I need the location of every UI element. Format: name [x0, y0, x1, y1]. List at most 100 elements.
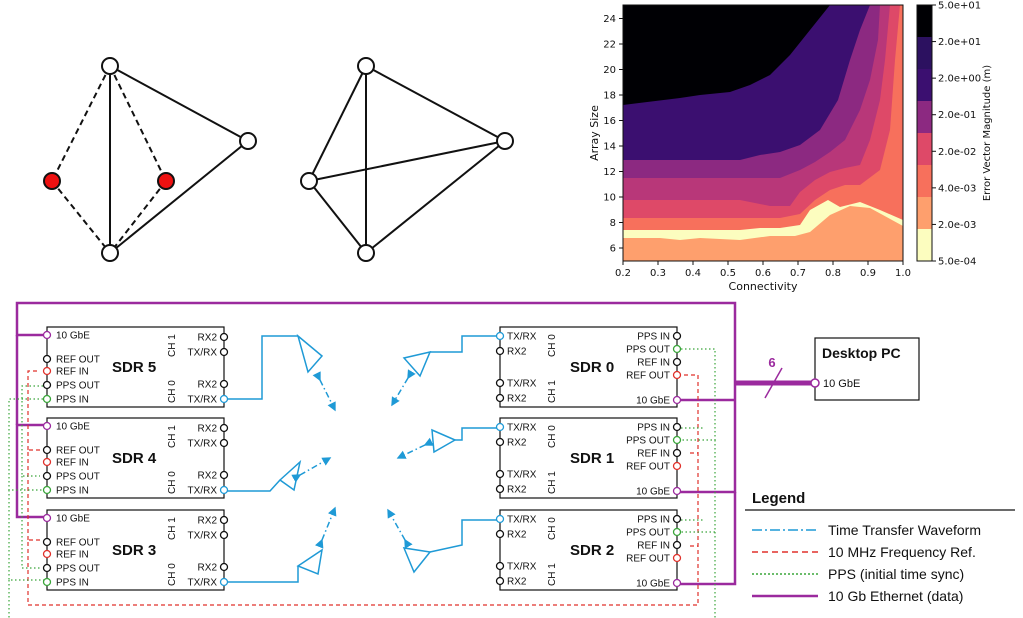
port-circle	[42, 380, 52, 390]
channel-label: CH 1	[167, 517, 178, 540]
sdr5-label: SDR 5	[112, 359, 156, 376]
pps-lines	[8, 348, 716, 618]
port-label: RX2	[507, 530, 527, 541]
sdr1-unit: SDR 1 TX/RX RX2 TX/RX RX2 PPS IN PPS OUT REF IN…	[495, 417, 682, 499]
sdr1-label: SDR 1	[570, 450, 614, 467]
colorbar-tick-label: 2.0e+01	[938, 37, 981, 48]
sdr0-unit: SDR 0 TX/RX RX2 TX/RX RX2 PPS IN PPS OUT REF IN…	[495, 326, 682, 408]
y-tick-label: 12	[603, 167, 616, 178]
graph-node	[239, 132, 257, 150]
y-tick-label: 6	[610, 244, 616, 255]
waveform-arrow	[396, 437, 434, 459]
ref-line	[27, 370, 40, 450]
graph-node	[496, 132, 514, 150]
port-label: RX2	[198, 563, 218, 574]
y-tick-label: 24	[603, 14, 616, 25]
colorbar-swatch	[917, 229, 932, 261]
port-label: REF OUT	[626, 554, 670, 565]
graph-node	[357, 244, 375, 262]
port-label: REF OUT	[56, 355, 100, 366]
antenna-icon	[402, 350, 432, 378]
waveform-arrow	[315, 506, 337, 549]
port-label: REF OUT	[56, 538, 100, 549]
port-label: TX/RX	[507, 470, 537, 481]
colorbar-frame	[916, 4, 933, 262]
port-circle	[495, 378, 505, 388]
channel-label: CH 1	[547, 471, 558, 494]
waveform-arrow	[391, 369, 416, 407]
port-circle	[495, 576, 505, 586]
region-2e-3	[623, 206, 903, 261]
ethernet-lines	[15, 301, 812, 586]
port-circle	[672, 514, 682, 524]
ref-lines	[27, 370, 699, 606]
port-circle	[672, 331, 682, 341]
port-circle	[672, 395, 682, 405]
port-label: TX/RX	[507, 515, 537, 526]
sdr4-label: SDR 4	[112, 450, 157, 467]
antenna-icon	[402, 547, 432, 574]
port-label: 10 GbE	[636, 487, 670, 498]
port-circle	[672, 540, 682, 550]
x-tick-labels: 0.2 0.3 0.4 0.5 0.6 0.7 0.8 0.9 1.0	[615, 261, 911, 279]
bus-count: 6	[768, 355, 775, 370]
port-label: TX/RX	[188, 486, 218, 497]
port-label: REF IN	[56, 458, 89, 469]
legend: Legend Time Transfer Waveform 10 MHz Freq…	[745, 490, 1015, 604]
channel-label: CH 0	[547, 334, 558, 357]
graph-edge	[365, 140, 506, 254]
antenna-line	[224, 335, 298, 400]
waveform-arrow	[291, 457, 332, 483]
port-circle	[672, 435, 682, 445]
port-circle	[42, 394, 52, 404]
y-tick-label: 8	[610, 218, 616, 229]
port-circle	[42, 366, 52, 376]
graph-edge	[308, 180, 367, 254]
y-tick-label: 20	[603, 65, 616, 76]
port-label: RX2	[507, 577, 527, 588]
x-tick-label: 0.5	[720, 268, 736, 279]
port-circle	[219, 423, 229, 433]
port-label: RX2	[507, 485, 527, 496]
colorbar-tick-label: 2.0e+00	[938, 74, 981, 85]
port-label: TX/RX	[507, 562, 537, 573]
port-label: REF IN	[56, 367, 89, 378]
port-label: PPS IN	[56, 486, 89, 497]
port-circle	[495, 346, 505, 356]
antenna-lines	[224, 335, 500, 583]
pps-line	[677, 440, 716, 533]
port-circle	[219, 394, 229, 404]
pps-line	[677, 348, 716, 441]
port-circle	[672, 527, 682, 537]
graph-edge	[109, 65, 167, 182]
region-2e1	[623, 5, 830, 105]
graph-middle	[300, 57, 514, 262]
antenna-icon	[296, 548, 324, 576]
port-label: PPS OUT	[626, 528, 670, 539]
colorbar-tick-label: 5.0e-04	[938, 257, 976, 268]
sdr0-box	[499, 326, 678, 408]
graph-edge	[51, 65, 111, 182]
port-label: PPS IN	[56, 395, 89, 406]
waveform-arrow	[387, 508, 413, 549]
channel-label: CH 0	[167, 471, 178, 494]
port-circle	[672, 553, 682, 563]
antenna-line	[430, 335, 500, 353]
port-circle	[219, 379, 229, 389]
graph-edge	[109, 140, 249, 254]
colorbar-tick-label: 2.0e-02	[938, 147, 976, 158]
antenna-line	[224, 566, 299, 583]
colorbar-label: Error Vector Magnitude (m)	[982, 65, 993, 201]
port-label: 10 GbE	[636, 396, 670, 407]
port-circle	[672, 461, 682, 471]
port-label: RX2	[198, 516, 218, 527]
y-axis-label: Array Size	[588, 105, 601, 161]
colorbar-tick-label: 2.0e-03	[938, 220, 976, 231]
y-tick-label: 14	[603, 142, 616, 153]
port-label: 10 GbE	[56, 514, 90, 525]
desktop-pc: Desktop PC 10 GbE	[810, 337, 920, 401]
graph-edge	[308, 140, 506, 182]
port-label: PPS OUT	[56, 381, 100, 392]
port-circle	[42, 471, 52, 481]
